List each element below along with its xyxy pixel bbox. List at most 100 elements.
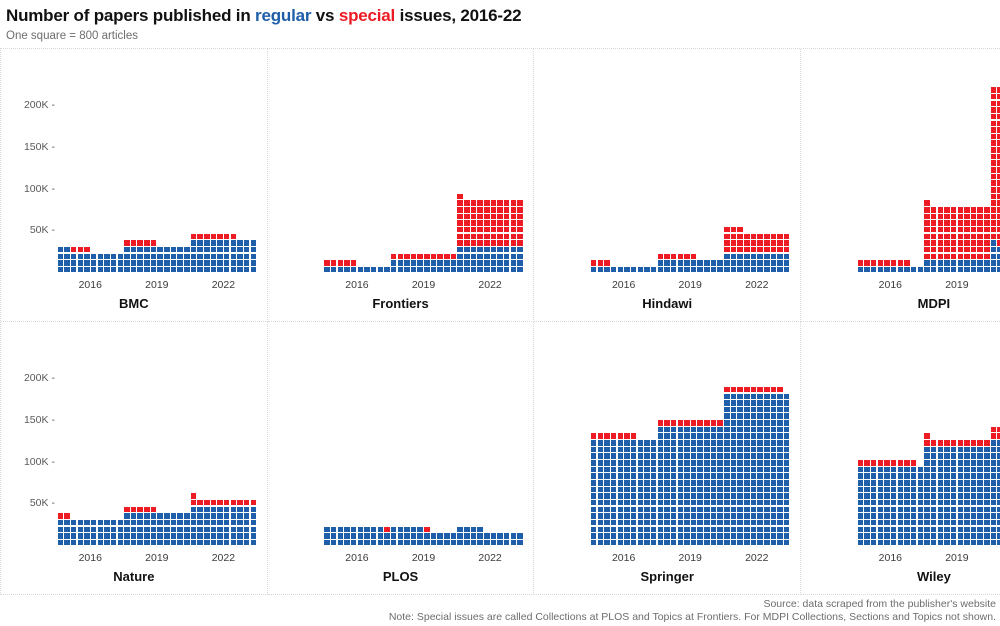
waffle-cell-special [517, 220, 523, 226]
waffle-cell-special [990, 180, 997, 186]
waffle-cell-regular [357, 539, 364, 546]
waffle-cell-regular [624, 440, 630, 446]
waffle-cell-regular [237, 519, 243, 526]
waffle-cell-special [750, 233, 757, 240]
waffle-cell-regular [337, 526, 344, 533]
waffle-cell-special [997, 120, 1000, 126]
waffle-cell-regular [730, 480, 737, 486]
waffle-cell-empty [184, 240, 189, 245]
waffle-cell-regular [364, 266, 370, 273]
waffle-cell-regular [937, 260, 943, 266]
waffle-cell-regular [757, 400, 763, 406]
waffle-cell-regular [610, 466, 617, 473]
waffle-row [724, 266, 791, 273]
waffle-row [724, 426, 791, 433]
waffle-cell-special [190, 233, 197, 240]
waffle-row [857, 466, 924, 473]
waffle-cell-special [477, 213, 483, 220]
year-group-2022: 2022 [990, 322, 1000, 565]
waffle-cell-special [924, 240, 930, 246]
waffle-row [990, 493, 1000, 500]
waffle-cell-regular [664, 433, 670, 439]
waffle-cell-regular [677, 480, 683, 486]
waffle-row [990, 167, 1000, 174]
waffle-row [124, 253, 191, 260]
waffle-cell-special [957, 240, 963, 246]
waffle-cell-empty [644, 260, 649, 265]
waffle-cell-regular [157, 253, 163, 260]
waffle-cell-regular [230, 539, 237, 546]
waffle-cell-regular [604, 539, 610, 546]
waffle-cell-regular [57, 253, 64, 260]
waffle-cell-regular [964, 466, 970, 473]
waffle-cell-special [990, 187, 997, 193]
waffle-cell-special [324, 260, 330, 266]
waffle-cell-regular [997, 473, 1000, 479]
waffle-cell-regular [110, 253, 117, 260]
waffle-cell-regular [664, 466, 670, 473]
waffle-cell-regular [677, 460, 683, 466]
waffle-cell-regular [670, 533, 677, 539]
waffle-cell-regular [950, 466, 957, 473]
waffle-cell-special [990, 433, 997, 439]
waffle-cell-regular [604, 519, 610, 526]
waffle-cell-regular [910, 493, 917, 499]
waffle-cell-special [84, 246, 90, 253]
waffle-cell-regular [924, 533, 930, 539]
waffle-cell-regular [737, 453, 743, 459]
waffle-cell-regular [904, 539, 910, 546]
waffle-cell-regular [637, 266, 644, 273]
waffle-cell-regular [604, 486, 610, 493]
waffle-row [324, 526, 391, 533]
title-keyword-regular: regular [255, 6, 312, 25]
waffle-cell-regular [950, 460, 957, 466]
waffle-cell-regular [504, 253, 510, 260]
waffle-row [724, 486, 791, 493]
waffle-cell-regular [657, 460, 663, 466]
waffle-cell-regular [737, 400, 743, 406]
waffle-cell-special [490, 227, 497, 233]
waffle-cell-regular [737, 253, 743, 260]
waffle-cell-special [944, 207, 950, 213]
waffle-cell-regular [777, 446, 783, 453]
waffle-cell-regular [970, 526, 977, 533]
waffle-cell-empty [217, 493, 222, 498]
waffle-cell-regular [697, 440, 703, 446]
x-tick-2016: 2016 [345, 552, 369, 564]
waffle-row [990, 440, 1000, 447]
waffle-cell-regular [390, 260, 397, 266]
waffle-cell-special [457, 193, 463, 200]
waffle-cell-regular [617, 446, 624, 453]
waffle-row [924, 506, 991, 513]
waffle-cell-regular [184, 246, 190, 253]
waffle-row [924, 519, 991, 526]
waffle-cell-special [630, 433, 637, 439]
waffle-row [857, 506, 924, 513]
waffle-cell-empty [111, 513, 116, 518]
waffle-cell-regular [744, 486, 750, 493]
waffle-cell-special [737, 386, 743, 393]
waffle-cell-regular [997, 519, 1000, 526]
waffle-row [124, 539, 191, 546]
waffle-cell-regular [757, 446, 763, 453]
waffle-cell-regular [750, 433, 757, 439]
waffle-cell-regular [84, 266, 90, 273]
waffle-cell-special [904, 260, 910, 266]
waffle-cell-special [684, 253, 690, 260]
waffle-cell-regular [750, 533, 757, 539]
waffle-cell-regular [664, 260, 670, 266]
waffle-cell-regular [730, 406, 737, 413]
waffle-cell-regular [610, 519, 617, 526]
waffle-cell-regular [977, 533, 983, 539]
waffle-cell-regular [604, 453, 610, 459]
waffle-cell-regular [990, 519, 997, 526]
facet-hindawi: 2016 2019 2022 Hindawi [534, 49, 802, 322]
waffle-row [724, 513, 791, 520]
waffle-row [390, 260, 457, 267]
waffle-cell-regular [870, 506, 877, 513]
waffle-cell-regular [657, 433, 663, 439]
waffle-cell-special [130, 240, 137, 246]
waffle-cell-regular [990, 506, 997, 513]
waffle-cell-regular [204, 526, 210, 533]
